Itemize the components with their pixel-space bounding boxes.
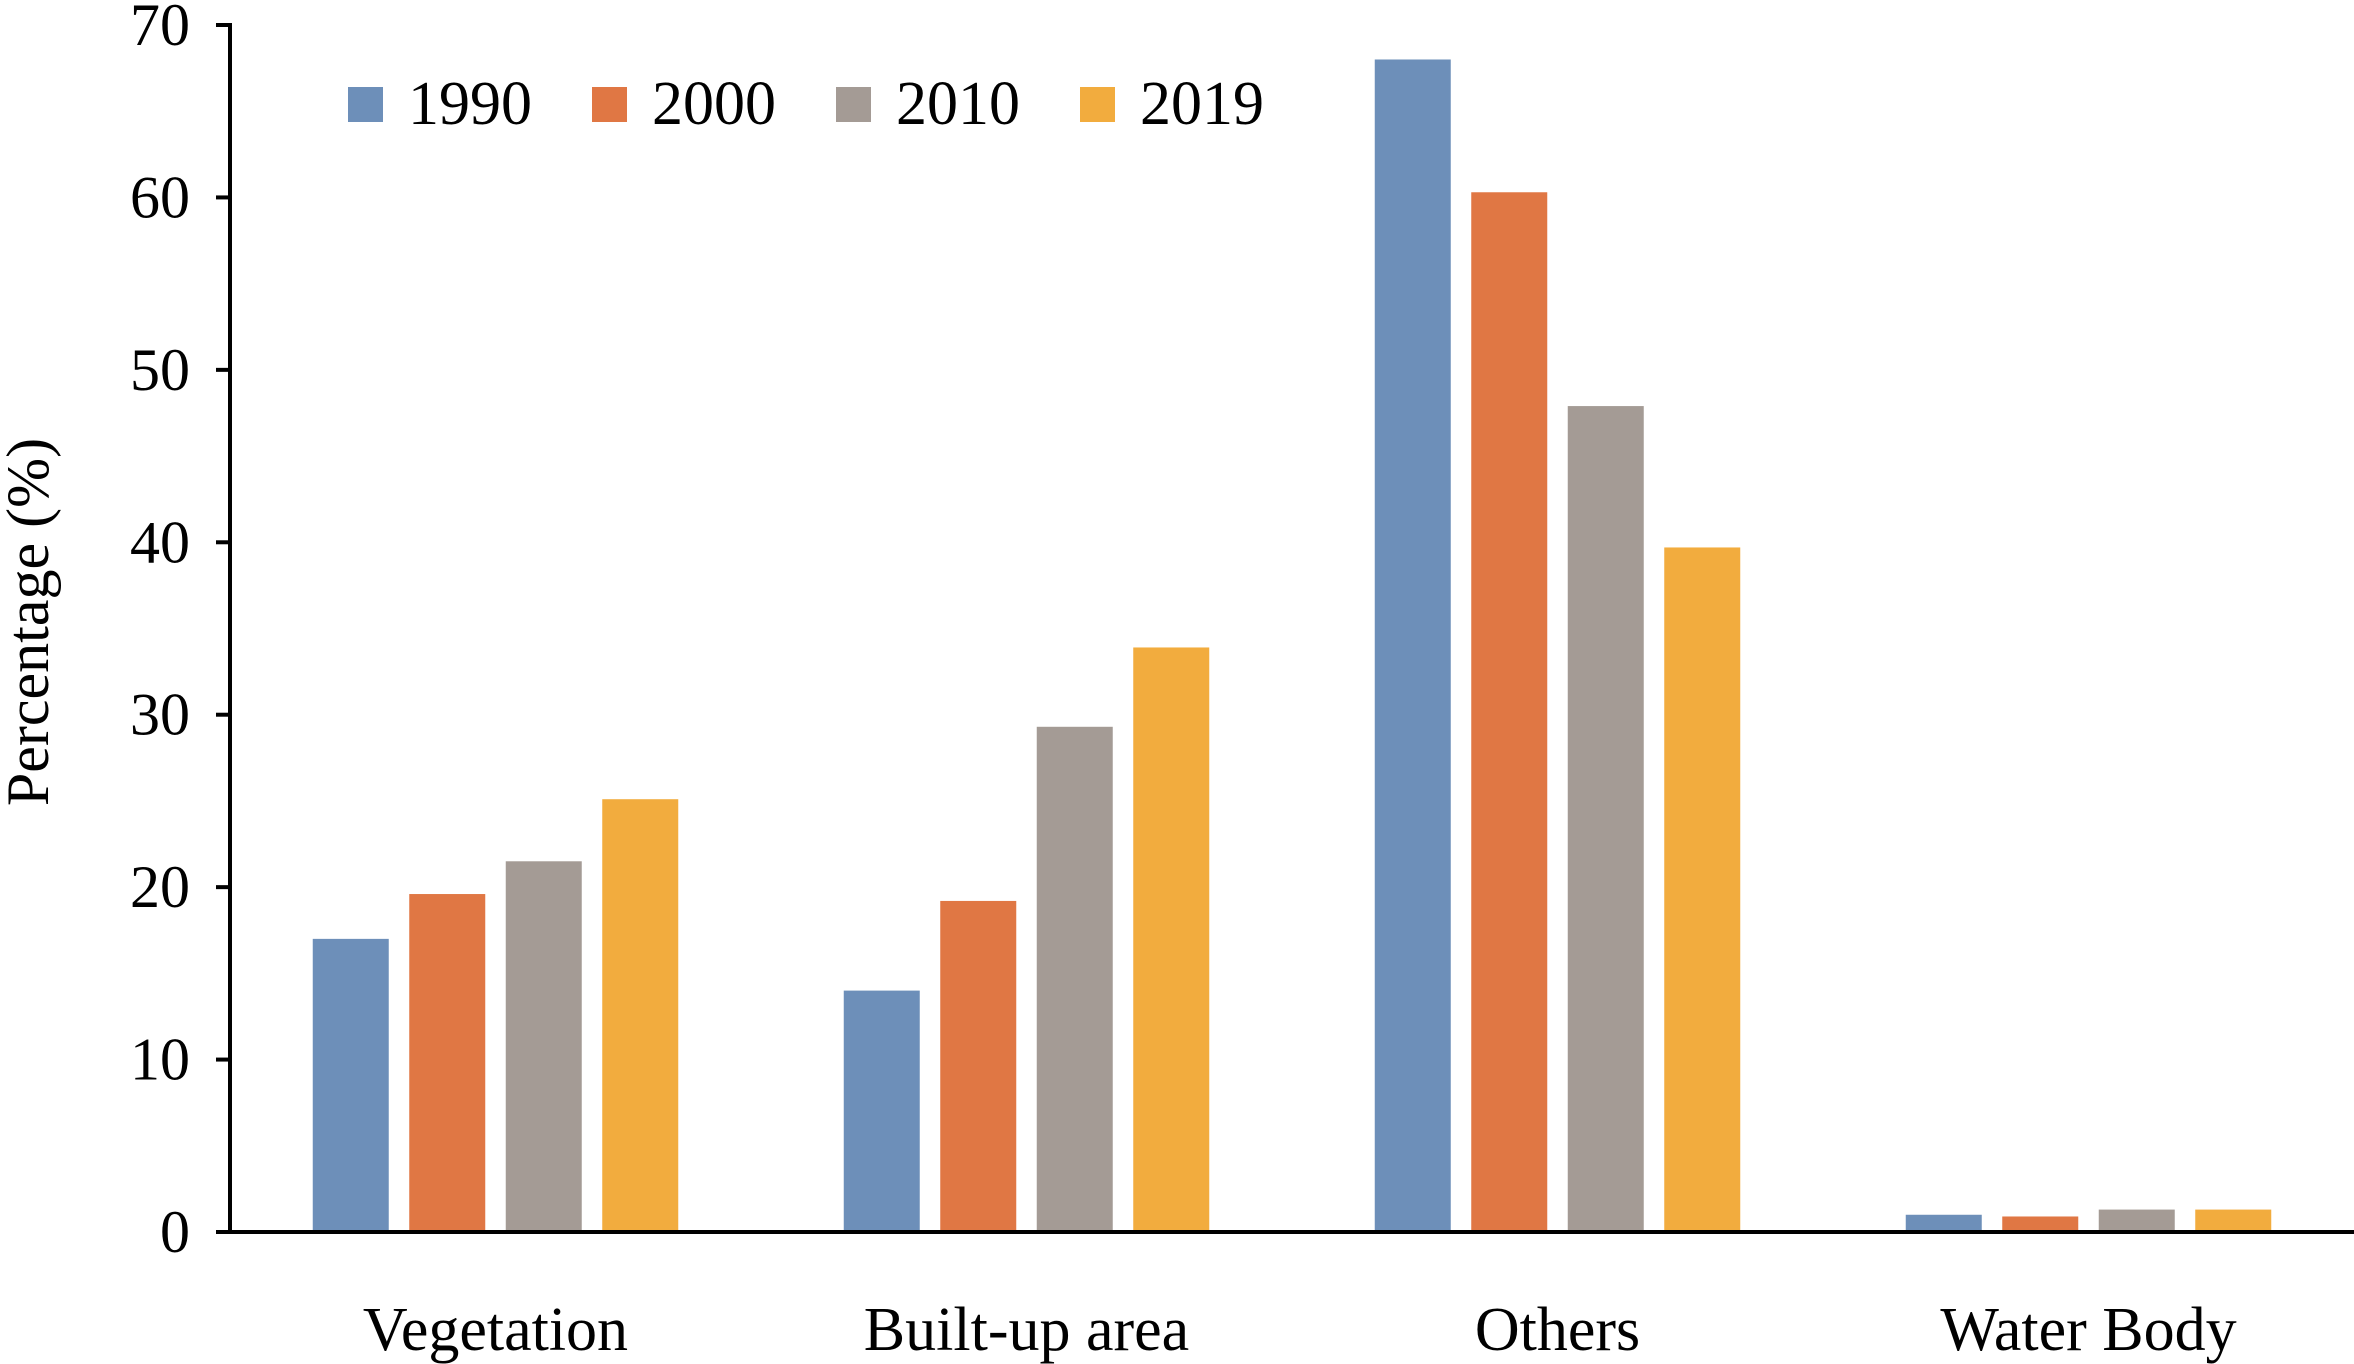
- legend: 1990 2000 2010 2019: [348, 70, 1264, 138]
- legend-swatch-1990: [348, 87, 383, 122]
- bar-2000-water-body: [2002, 1216, 2079, 1232]
- y-tick-label: 40: [130, 509, 190, 575]
- bar-1990-water-body: [1905, 1214, 1982, 1232]
- bar-2019-built-up-area: [1133, 647, 1210, 1232]
- y-tick-label: 0: [160, 1199, 190, 1265]
- legend-swatch-2019: [1080, 87, 1115, 122]
- bar-1990-built-up-area: [843, 990, 920, 1232]
- bar-1990-vegetation: [312, 938, 389, 1232]
- legend-label-2019: 2019: [1140, 70, 1264, 138]
- x-labels-group: Vegetation Built-up area Others Water Body: [363, 1296, 2237, 1364]
- y-tick-label: 50: [130, 337, 190, 403]
- y-tick-label: 70: [130, 0, 190, 58]
- y-tick-label: 10: [130, 1027, 190, 1093]
- legend-swatch-2010: [836, 87, 871, 122]
- y-tick-label: 60: [130, 164, 190, 230]
- bar-2019-others: [1664, 547, 1741, 1232]
- bar-2000-built-up-area: [940, 900, 1017, 1232]
- bar-2010-others: [1567, 406, 1644, 1232]
- bar-2010-vegetation: [505, 861, 582, 1232]
- y-tick-label: 20: [130, 854, 190, 920]
- x-category-label: Built-up area: [864, 1296, 1189, 1364]
- bar-2010-water-body: [2098, 1209, 2175, 1232]
- y-tick-label: 30: [130, 682, 190, 748]
- bar-1990-others: [1374, 59, 1451, 1232]
- x-category-label: Vegetation: [363, 1296, 628, 1364]
- legend-swatch-2000: [592, 87, 627, 122]
- bars-group: [312, 59, 2272, 1232]
- bar-2000-others: [1471, 192, 1548, 1232]
- y-axis-title: Percentage (%): [0, 438, 61, 806]
- x-category-label: Others: [1475, 1296, 1640, 1364]
- bar-2019-water-body: [2195, 1209, 2272, 1232]
- bar-2010-built-up-area: [1036, 726, 1113, 1232]
- legend-label-2000: 2000: [652, 70, 776, 138]
- legend-label-1990: 1990: [408, 70, 532, 138]
- legend-label-2010: 2010: [896, 70, 1020, 138]
- bar-2019-vegetation: [602, 799, 679, 1232]
- y-ticks-group: 0 10 20 30 40 50 60 70: [130, 0, 230, 1265]
- bar-2000-vegetation: [409, 894, 486, 1232]
- x-category-label: Water Body: [1940, 1296, 2236, 1364]
